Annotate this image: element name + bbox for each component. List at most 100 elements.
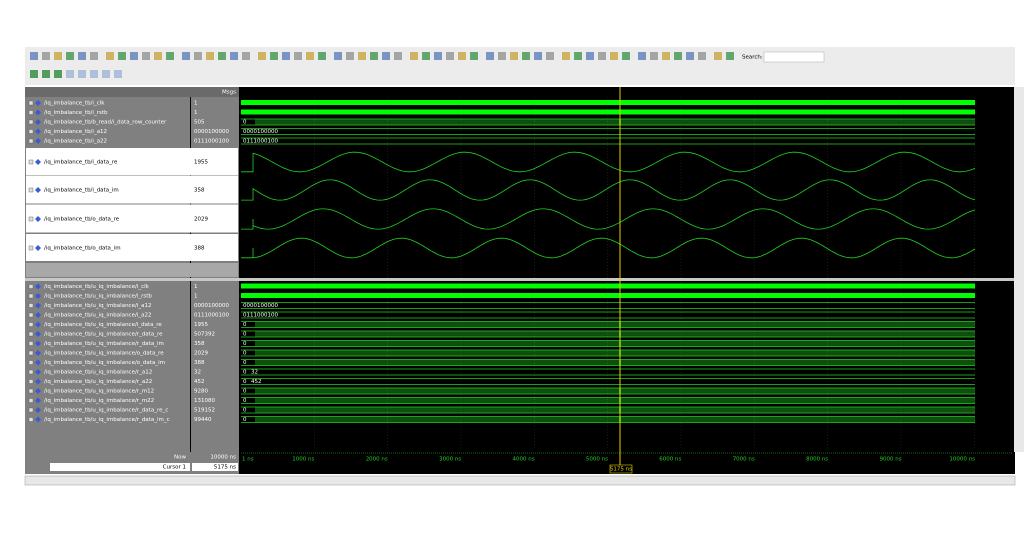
signal-icon — [35, 128, 41, 135]
timeline-tick: 7000 ns — [733, 457, 755, 463]
signal-icon — [35, 397, 41, 404]
signal-name[interactable]: /iq_imbalance_tb/u_iq_imbalance/r_a22 — [44, 379, 152, 385]
signal-value: 452 — [194, 379, 205, 385]
signal-value: 9280 — [194, 389, 208, 395]
signal-name[interactable]: /iq_imbalance_tb/u_iq_imbalance/i_data_r… — [44, 322, 162, 328]
tool-icon — [78, 52, 86, 60]
signal-name[interactable]: /iq_imbalance_tb/u_iq_imbalance/i_clk — [44, 284, 150, 290]
signal-name[interactable]: /iq_imbalance_tb/u_iq_imbalance/i_a22 — [44, 313, 151, 319]
timeline-start: 1 ns — [242, 457, 254, 463]
tool-icon — [66, 70, 74, 78]
signal-icon — [35, 312, 41, 318]
signal-row-bg — [26, 204, 238, 233]
signal-row-bg — [26, 234, 238, 261]
toolbar-icons — [30, 52, 734, 78]
cursor-marker-box — [609, 464, 633, 474]
tool-icon — [422, 52, 430, 60]
tool-icon — [346, 52, 354, 60]
signal-icon — [35, 159, 41, 165]
signal-name[interactable]: /iq_imbalance_tb/u_iq_imbalance/i_a12 — [44, 303, 151, 309]
signal-icon — [35, 378, 41, 385]
signal-name[interactable]: /iq_imbalance_tb/u_iq_imbalance/r_a12 — [44, 370, 152, 376]
wave-hatch — [255, 359, 975, 366]
signal-value: 1955 — [194, 322, 208, 328]
signal-name[interactable]: /iq_imbalance_tb/u_iq_imbalance/r_data_i… — [44, 341, 164, 347]
tool-icon — [42, 70, 50, 78]
wave-label: 0111000100 — [243, 313, 278, 319]
tool-icon — [686, 52, 694, 60]
signal-value: 0111000100 — [194, 139, 229, 145]
signal-name[interactable]: /iq_imbalance_tb/o_data_re — [44, 217, 120, 223]
v-scrollbar[interactable] — [1014, 87, 1024, 452]
signal-name[interactable]: /iq_imbalance_tb/i_clk — [44, 101, 105, 107]
signal-icon — [35, 416, 41, 423]
signal-name[interactable]: /iq_imbalance_tb/b_read/i_data_row_count… — [44, 120, 167, 126]
tool-icon — [318, 52, 326, 60]
signal-value: 32 — [194, 370, 201, 376]
timeline-tick: 5000 ns — [586, 457, 608, 463]
wave-bus — [241, 137, 975, 145]
wave-label: 0 — [243, 398, 247, 404]
signal-name[interactable]: /iq_imbalance_tb/u_iq_imbalance/r_m22 — [44, 398, 154, 404]
tool-icon — [534, 52, 542, 60]
signal-value: 519152 — [194, 408, 215, 414]
tool-icon — [446, 52, 454, 60]
expand-icon — [28, 388, 34, 394]
signal-name[interactable]: /iq_imbalance_tb/i_data_im — [44, 188, 119, 194]
signal-name[interactable]: /iq_imbalance_tb/i_a22 — [44, 139, 107, 145]
tool-icon — [30, 52, 38, 60]
cursor-value-box — [192, 463, 238, 471]
signal-name[interactable]: /iq_imbalance_tb/i_rstb — [44, 110, 108, 116]
expand-icon — [28, 331, 34, 337]
tool-icon — [674, 52, 682, 60]
wave-label: 0111000100 — [243, 139, 278, 145]
cursor-marker: 5175 ns — [610, 467, 632, 473]
signal-icon — [35, 100, 41, 106]
tool-icon — [410, 52, 418, 60]
tool-icon — [242, 52, 250, 60]
signal-name[interactable]: /iq_imbalance_tb/u_iq_imbalance/r_data_r… — [44, 332, 163, 338]
tool-icon — [42, 52, 50, 60]
tool-icon — [258, 52, 266, 60]
wave-hatch — [255, 416, 975, 423]
tool-icon — [166, 52, 174, 60]
signal-name[interactable]: /iq_imbalance_tb/u_iq_imbalance/r_data_i… — [44, 417, 170, 423]
tool-icon — [54, 52, 62, 60]
tool-icon — [54, 70, 62, 78]
tool-icon — [270, 52, 278, 60]
signal-icon — [35, 331, 41, 337]
search-box[interactable] — [763, 51, 825, 63]
tool-icon — [662, 52, 670, 60]
expand-icon — [28, 293, 34, 299]
signal-value: 2029 — [194, 217, 208, 223]
signal-name[interactable]: /iq_imbalance_tb/u_iq_imbalance/i_rstb — [44, 294, 152, 300]
expand-icon — [28, 312, 34, 318]
tool-icon — [90, 70, 98, 78]
h-scrollbar[interactable] — [24, 475, 1016, 486]
wave-label: 0 — [243, 417, 247, 423]
wave-high — [241, 283, 975, 289]
signal-value: 388 — [194, 246, 205, 252]
expand-icon — [28, 119, 34, 125]
signal-name[interactable]: /iq_imbalance_tb/o_data_im — [44, 246, 121, 252]
tool-icon — [182, 52, 190, 60]
wave-hatch — [255, 321, 975, 328]
signal-value: 99440 — [194, 417, 212, 423]
expand-icon — [28, 417, 34, 422]
wave-bus — [241, 378, 975, 385]
signal-name[interactable]: /iq_imbalance_tb/u_iq_imbalance/r_m12 — [44, 389, 154, 395]
signal-value: 0111000100 — [194, 313, 229, 319]
cursor-value: 5175 ns — [214, 465, 236, 471]
signal-value: 131080 — [194, 398, 215, 404]
signal-name[interactable]: /iq_imbalance_tb/i_a12 — [44, 129, 107, 135]
signal-name[interactable]: /iq_imbalance_tb/u_iq_imbalance/r_data_r… — [44, 408, 168, 414]
signal-name[interactable]: /iq_imbalance_tb/u_iq_imbalance/o_data_i… — [44, 360, 165, 366]
signal-value: 1955 — [194, 160, 208, 166]
wave-hatch — [255, 331, 975, 337]
expand-icon — [28, 379, 34, 384]
signal-name[interactable]: /iq_imbalance_tb/u_iq_imbalance/o_data_r… — [44, 351, 164, 357]
expand-icon — [28, 138, 34, 144]
tool-icon — [622, 52, 630, 60]
signal-name[interactable]: /iq_imbalance_tb/i_data_re — [44, 160, 118, 166]
